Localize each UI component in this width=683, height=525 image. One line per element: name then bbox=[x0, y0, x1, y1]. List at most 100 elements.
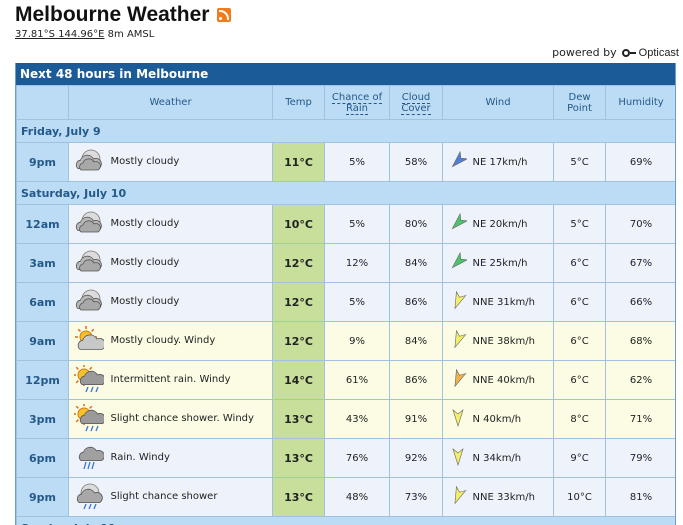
wind-arrow-icon bbox=[442, 243, 473, 283]
weather-description: Slight chance shower. Windy bbox=[108, 399, 274, 439]
forecast-row: 3pm Slight chance shower. Windy 13°C 43% 91%… bbox=[16, 399, 675, 439]
cloud-cover-cell: 84% bbox=[389, 243, 444, 283]
day-label: Friday, July 9 bbox=[16, 119, 675, 143]
day-label: Saturday, July 10 bbox=[16, 181, 675, 205]
sun-shower-icon bbox=[68, 399, 109, 439]
time-cell: 3am bbox=[16, 243, 69, 283]
temp-cell: 13°C bbox=[272, 477, 326, 517]
wind-cell: NE 17km/h bbox=[472, 142, 555, 182]
dew-point-cell: 9°C bbox=[553, 438, 607, 478]
time-cell: 6am bbox=[16, 282, 69, 322]
temp-cell: 12°C bbox=[272, 282, 326, 322]
weather-description: Rain. Windy bbox=[108, 438, 274, 478]
forecast-table: Weather Temp Chance of Rain Cloud Cover Wi… bbox=[16, 85, 675, 525]
rain-header[interactable]: Chance of Rain bbox=[324, 85, 391, 120]
dew-point-cell: 6°C bbox=[553, 243, 607, 283]
rss-icon[interactable] bbox=[217, 8, 232, 22]
temp-cell: 13°C bbox=[272, 438, 326, 478]
humidity-cell: 81% bbox=[605, 477, 675, 517]
dew-point-cell: 6°C bbox=[553, 282, 607, 322]
humidity-cell: 62% bbox=[605, 360, 675, 400]
time-cell: 9am bbox=[16, 321, 69, 361]
time-cell: 9pm bbox=[16, 477, 69, 517]
time-cell: 6pm bbox=[16, 438, 69, 478]
wind-cell: N 34km/h bbox=[472, 438, 555, 478]
cloud-cover-cell: 80% bbox=[389, 204, 444, 244]
time-cell: 9pm bbox=[16, 142, 69, 182]
page-header: Melbourne Weather 37.81°S 144.96°E 8m AM… bbox=[15, 2, 675, 62]
wind-arrow-icon bbox=[442, 142, 473, 182]
wind-arrow-icon bbox=[442, 399, 473, 439]
humidity-cell: 79% bbox=[605, 438, 675, 478]
forecast-row: 9am Mostly cloudy. Windy 12°C 9% 84% NNE 38km… bbox=[16, 321, 675, 361]
rain-chance-cell: 5% bbox=[324, 142, 391, 182]
wind-cell: NNE 38km/h bbox=[472, 321, 555, 361]
dew-point-cell: 5°C bbox=[553, 204, 607, 244]
wind-arrow-icon bbox=[442, 477, 473, 517]
weather-description: Mostly cloudy bbox=[108, 204, 274, 244]
powered-label: powered by bbox=[552, 46, 617, 59]
wind-arrow-icon bbox=[442, 204, 473, 244]
day-header-row: Sunday, July 11 bbox=[16, 516, 675, 525]
cloudy-night-icon bbox=[68, 282, 109, 322]
forecast-panel: Next 48 hours in Melbourne Weather Temp … bbox=[15, 63, 676, 525]
powered-by[interactable]: powered by Opticast bbox=[552, 46, 679, 59]
weather-description: Mostly cloudy bbox=[108, 142, 274, 182]
rain-chance-cell: 48% bbox=[324, 477, 391, 517]
weather-description: Intermittent rain. Windy bbox=[108, 360, 274, 400]
cloud-cover-cell: 91% bbox=[389, 399, 444, 439]
rain-chance-cell: 5% bbox=[324, 204, 391, 244]
wind-cell: NNE 31km/h bbox=[472, 282, 555, 322]
wind-arrow-icon bbox=[442, 282, 473, 322]
rain-chance-cell: 12% bbox=[324, 243, 391, 283]
rain-chance-cell: 76% bbox=[324, 438, 391, 478]
cloudy-night-icon bbox=[68, 204, 109, 244]
time-header bbox=[16, 85, 69, 120]
dew-point-cell: 6°C bbox=[553, 321, 607, 361]
day-header-row: Friday, July 9 bbox=[16, 119, 675, 143]
brand-name: Opticast bbox=[638, 46, 679, 59]
table-header-row: Weather Temp Chance of Rain Cloud Cover Wi… bbox=[16, 85, 675, 120]
forecast-row: 6pm Rain. Windy 13°C 76% 92% N 34km/h 9°C 79% bbox=[16, 438, 675, 478]
panel-title: Next 48 hours in Melbourne bbox=[16, 63, 675, 85]
wind-arrow-icon bbox=[442, 360, 473, 400]
humidity-cell: 68% bbox=[605, 321, 675, 361]
humidity-header: Humidity bbox=[605, 85, 675, 120]
cloud-cover-cell: 86% bbox=[389, 282, 444, 322]
sun-rain-icon bbox=[68, 360, 109, 400]
dew-point-cell: 5°C bbox=[553, 142, 607, 182]
cloud-cover-cell: 58% bbox=[389, 142, 444, 182]
forecast-row: 12pm Intermittent rain. Windy 14°C 61% 86% NN… bbox=[16, 360, 675, 400]
cloud-cover-cell: 86% bbox=[389, 360, 444, 400]
temp-header: Temp bbox=[272, 85, 326, 120]
wind-arrow-icon bbox=[442, 438, 473, 478]
cloud-cover-cell: 92% bbox=[389, 438, 444, 478]
elevation: 8m AMSL bbox=[107, 29, 155, 40]
rain-icon bbox=[68, 438, 109, 478]
humidity-cell: 71% bbox=[605, 399, 675, 439]
wind-cell: NE 20km/h bbox=[472, 204, 555, 244]
humidity-cell: 66% bbox=[605, 282, 675, 322]
wind-cell: NNE 33km/h bbox=[472, 477, 555, 517]
forecast-row: 3am Mostly cloudy 12°C 12% 84% NE 25km/h 6°C 67… bbox=[16, 243, 675, 283]
location-info: 37.81°S 144.96°E 8m AMSL bbox=[15, 29, 675, 40]
wind-cell: NE 25km/h bbox=[472, 243, 555, 283]
rain-chance-cell: 5% bbox=[324, 282, 391, 322]
wind-header: Wind bbox=[442, 85, 555, 120]
moon-shower-icon bbox=[68, 477, 109, 517]
wind-arrow-icon bbox=[442, 321, 473, 361]
cloud-cover-cell: 73% bbox=[389, 477, 444, 517]
weather-description: Mostly cloudy bbox=[108, 282, 274, 322]
cloud-header[interactable]: Cloud Cover bbox=[389, 85, 444, 120]
cloud-cover-cell: 84% bbox=[389, 321, 444, 361]
coordinates-link[interactable]: 37.81°S 144.96°E bbox=[15, 29, 105, 40]
cloudy-day-icon bbox=[68, 321, 109, 361]
forecast-row: 9pm Mostly cloudy 11°C 5% 58% NE 17km/h 5°C 69% bbox=[16, 142, 675, 182]
temp-cell: 14°C bbox=[272, 360, 326, 400]
humidity-cell: 67% bbox=[605, 243, 675, 283]
page-title: Melbourne Weather bbox=[15, 3, 210, 26]
humidity-cell: 70% bbox=[605, 204, 675, 244]
time-cell: 12am bbox=[16, 204, 69, 244]
time-cell: 3pm bbox=[16, 399, 69, 439]
temp-cell: 12°C bbox=[272, 321, 326, 361]
